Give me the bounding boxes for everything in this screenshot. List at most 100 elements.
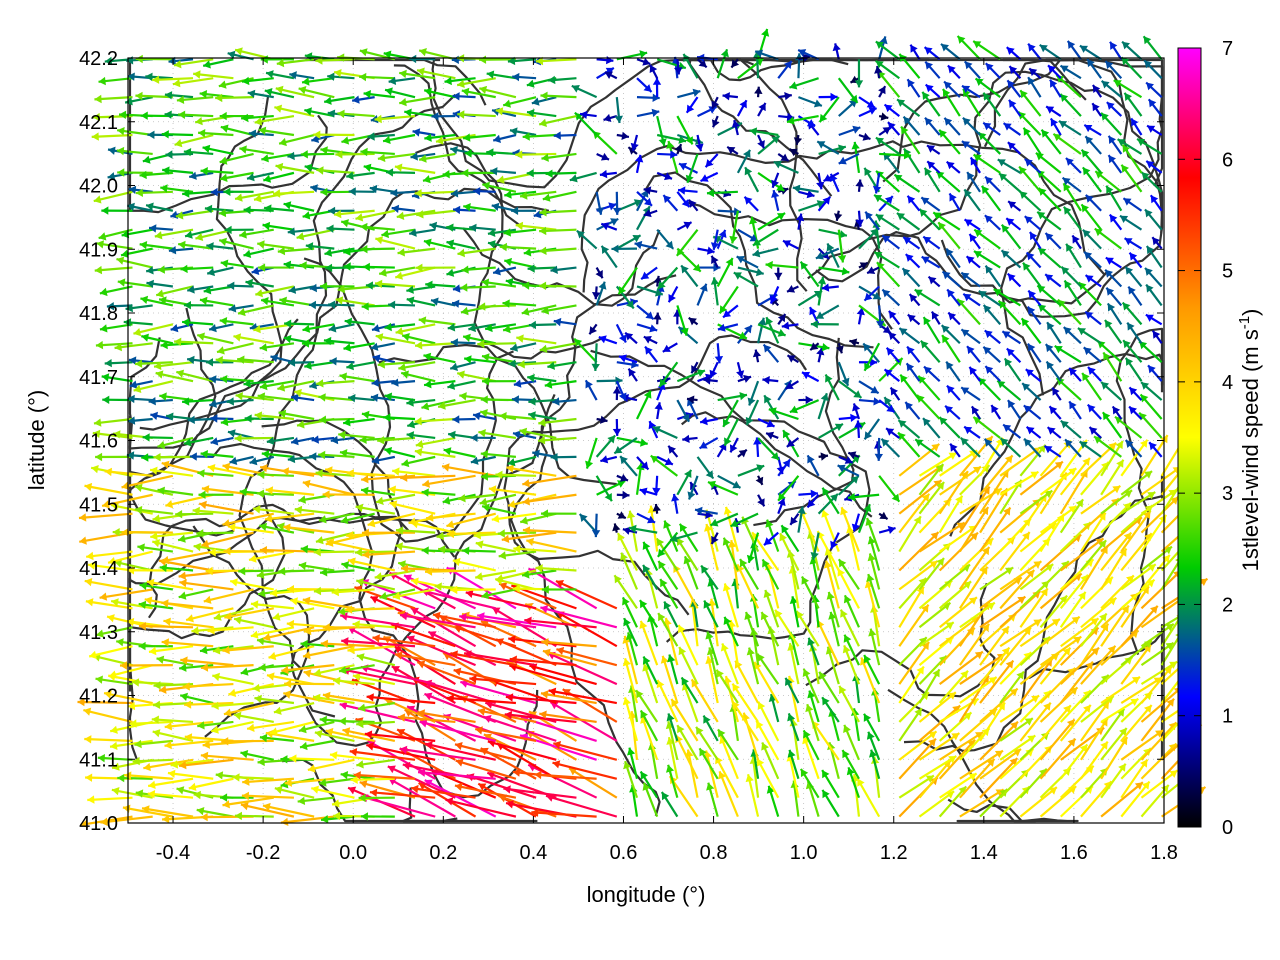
wind-arrow-shaft	[445, 798, 517, 818]
wind-arrow-head	[1035, 152, 1044, 161]
wind-arrow-shaft	[1039, 646, 1072, 685]
wind-arrow-shaft	[353, 773, 416, 780]
wind-arrow-shaft	[898, 665, 925, 704]
wind-arrow-head	[867, 536, 876, 545]
wind-arrow-head	[424, 779, 433, 787]
wind-arrow-head	[732, 683, 740, 692]
wind-arrow-head	[301, 339, 309, 348]
wind-arrow-head	[1099, 613, 1107, 622]
wind-arrow-head	[955, 495, 963, 504]
wind-arrow-head	[193, 542, 202, 552]
wind-arrow-head	[388, 300, 396, 309]
wind-arrow-head	[805, 395, 813, 405]
wind-arrow-shaft	[161, 550, 214, 563]
wind-arrow-head	[367, 519, 376, 528]
wind-arrow-head	[328, 300, 336, 309]
wind-arrow-head	[311, 785, 319, 794]
wind-arrow-head	[108, 146, 116, 155]
wind-arrow-head	[315, 469, 323, 478]
wind-arrow-head	[601, 245, 610, 254]
wind-arrow-head	[964, 426, 973, 435]
wind-arrow-head	[1142, 781, 1150, 790]
wind-arrow-shaft	[541, 640, 597, 648]
wind-arrow-head	[599, 169, 608, 179]
wind-arrow-head	[633, 199, 642, 207]
wind-arrow-head	[526, 169, 534, 178]
wind-arrow-head	[935, 464, 944, 473]
wind-arrow-head	[98, 232, 107, 241]
wind-arrow-head	[496, 175, 505, 184]
wind-arrow-head	[1022, 383, 1031, 391]
wind-arrow-head	[645, 311, 654, 320]
wind-arrow-head	[787, 355, 796, 363]
wind-arrow-shaft	[731, 700, 759, 742]
wind-arrow-head	[237, 308, 246, 317]
wind-arrow-head	[795, 213, 805, 222]
wind-arrow-head	[250, 600, 259, 609]
wind-arrow-head	[361, 302, 369, 311]
wind-arrow-head	[1118, 763, 1126, 772]
wind-arrow-shaft	[1039, 686, 1079, 723]
wind-arrow-head	[113, 430, 121, 439]
wind-arrow-head	[1073, 636, 1082, 644]
wind-arrow-head	[683, 556, 692, 565]
wind-arrow-head	[400, 612, 408, 621]
wind-arrow-head	[141, 453, 149, 462]
wind-arrow-shaft	[856, 777, 881, 818]
wind-arrow-shaft	[262, 804, 315, 818]
wind-arrow-shaft	[1080, 596, 1118, 629]
wind-arrow-shaft	[1059, 469, 1089, 515]
wind-arrow-shaft	[939, 465, 982, 496]
wind-arrow-shaft	[1039, 533, 1082, 572]
wind-arrow-head	[219, 237, 227, 246]
wind-arrow-head	[741, 516, 750, 525]
wind-arrow-head	[96, 240, 104, 249]
wind-arrow-shaft	[246, 720, 295, 730]
wind-arrow-head	[696, 726, 704, 735]
wind-arrow-head	[658, 561, 666, 570]
wind-arrow-head	[1100, 718, 1108, 727]
wind-arrow-head	[768, 407, 777, 416]
wind-arrow-head	[945, 405, 954, 414]
wind-arrow-head	[268, 651, 277, 661]
wind-arrow-head	[717, 323, 726, 332]
wind-arrow-shaft	[938, 738, 976, 780]
wind-arrow-shaft	[78, 512, 133, 520]
wind-arrow-head	[350, 775, 358, 784]
wind-arrow-head	[1024, 718, 1033, 726]
wind-arrow-head	[782, 459, 791, 468]
wind-arrow-head	[228, 523, 236, 532]
wind-arrow-shaft	[207, 465, 254, 477]
wind-arrow-head	[787, 749, 796, 758]
wind-arrow-head	[752, 238, 762, 246]
wind-arrow-head	[487, 771, 496, 780]
wind-arrow-head	[347, 645, 355, 655]
wind-arrow-head	[1125, 440, 1134, 448]
wind-arrow-head	[146, 202, 154, 211]
wind-arrow-head	[820, 393, 829, 402]
wind-arrow-head	[1064, 280, 1072, 289]
wind-arrow-head	[685, 174, 694, 183]
wind-arrow-head	[972, 466, 981, 474]
wind-arrow-head	[1127, 322, 1135, 331]
contour-line	[685, 201, 893, 330]
wind-arrow-head	[1068, 506, 1077, 514]
wind-arrow-shaft	[1140, 465, 1182, 496]
wind-arrow-head	[816, 181, 825, 190]
colorbar-tick-label: 2	[1222, 594, 1233, 616]
wind-arrow-shaft	[540, 692, 597, 705]
wind-arrow-head	[411, 577, 419, 586]
wind-arrow-shaft	[498, 582, 557, 610]
wind-arrow-head	[1137, 138, 1146, 147]
wind-arrow-head	[807, 690, 816, 699]
wind-arrow-head	[900, 374, 908, 383]
wind-arrow-head	[967, 172, 975, 181]
wind-arrow-shaft	[979, 437, 1004, 477]
wind-arrow-head	[352, 620, 360, 629]
wind-arrow-shaft	[1039, 513, 1065, 553]
wind-arrow-head	[237, 355, 245, 364]
wind-arrow-head	[540, 605, 549, 614]
wind-arrow-shaft	[853, 773, 861, 817]
wind-arrow-head	[815, 251, 824, 260]
wind-arrow-head	[528, 411, 536, 420]
